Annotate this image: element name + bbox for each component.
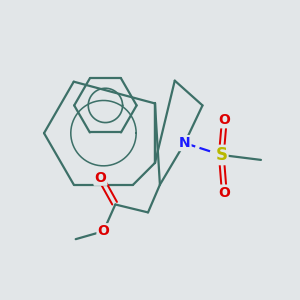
Text: O: O	[218, 186, 230, 200]
Text: S: S	[215, 146, 227, 164]
Text: N: N	[179, 136, 190, 150]
Text: O: O	[218, 113, 230, 127]
Text: O: O	[98, 224, 110, 238]
Text: O: O	[94, 171, 106, 185]
